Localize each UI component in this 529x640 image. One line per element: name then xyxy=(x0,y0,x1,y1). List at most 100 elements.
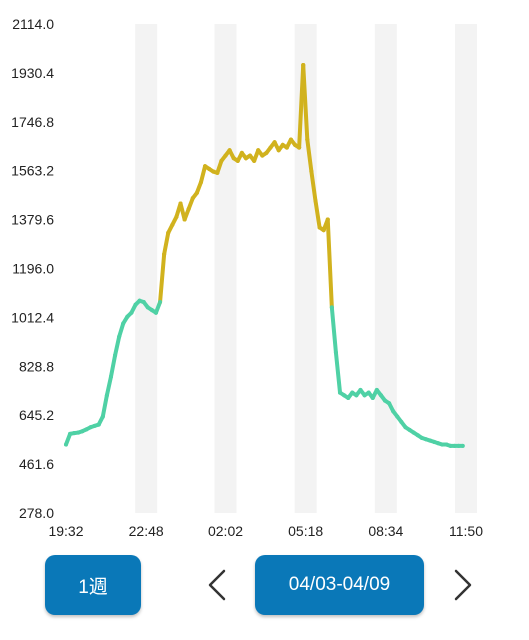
data-point xyxy=(280,142,285,147)
data-point xyxy=(403,425,408,430)
data-point xyxy=(407,427,412,432)
data-point xyxy=(84,427,89,432)
data-point xyxy=(166,230,171,235)
chart-band xyxy=(135,24,158,513)
data-point xyxy=(428,438,433,443)
data-point xyxy=(440,442,445,447)
y-tick-label: 1379.6 xyxy=(11,212,54,228)
y-tick-label: 645.2 xyxy=(19,407,54,423)
data-point xyxy=(96,422,101,427)
chevron-left-icon[interactable] xyxy=(204,568,230,602)
period-button[interactable]: 1週 xyxy=(45,555,141,615)
series-segment xyxy=(100,393,109,419)
data-point xyxy=(145,305,150,310)
data-point xyxy=(72,431,77,436)
x-tick-label: 08:34 xyxy=(368,523,403,539)
y-tick-label: 828.8 xyxy=(19,358,54,374)
data-point xyxy=(141,300,146,305)
data-point xyxy=(219,158,224,163)
data-point xyxy=(239,150,244,155)
data-point xyxy=(174,214,179,219)
y-axis-ticks: 2114.0 1930.4 1746.8 1563.2 1379.6 1196.0 1012… xyxy=(11,16,54,521)
data-point xyxy=(387,401,392,406)
x-tick-label: 11:50 xyxy=(449,523,483,539)
data-point xyxy=(333,350,338,355)
x-tick-label: 05:18 xyxy=(288,523,323,539)
series-segment xyxy=(325,217,334,310)
data-point xyxy=(182,217,187,222)
data-point xyxy=(76,430,81,435)
data-point xyxy=(317,225,322,230)
data-point xyxy=(162,252,167,257)
data-point xyxy=(121,321,126,326)
chart-band xyxy=(374,24,397,513)
date-range-button[interactable]: 04/03-04/09 xyxy=(255,555,424,615)
data-point xyxy=(223,153,228,158)
data-point xyxy=(444,442,449,447)
x-tick-label: 02:02 xyxy=(208,523,243,539)
data-point xyxy=(264,150,269,155)
data-point xyxy=(68,431,73,436)
data-point xyxy=(383,398,388,403)
y-tick-label: 278.0 xyxy=(19,505,54,521)
data-point xyxy=(129,310,134,315)
data-point xyxy=(419,435,424,440)
data-point xyxy=(338,390,343,395)
series-segment xyxy=(162,230,171,257)
y-tick-label: 461.6 xyxy=(19,456,54,472)
data-point xyxy=(346,395,351,400)
data-point xyxy=(305,137,310,142)
data-point xyxy=(350,390,355,395)
data-point xyxy=(329,305,334,310)
chart-series xyxy=(64,63,465,448)
series-segment xyxy=(301,63,310,142)
data-point xyxy=(399,419,404,424)
y-tick-label: 1746.8 xyxy=(11,114,54,130)
data-point xyxy=(186,206,191,211)
data-point xyxy=(235,158,240,163)
date-range-label: 04/03-04/09 xyxy=(288,574,391,595)
data-point xyxy=(358,387,363,392)
data-point xyxy=(248,153,253,158)
chart-bands xyxy=(135,24,477,513)
series-segment xyxy=(215,158,224,175)
data-point xyxy=(276,148,281,153)
data-point xyxy=(137,298,142,303)
series-segment xyxy=(333,350,343,395)
data-point xyxy=(207,166,212,171)
data-point xyxy=(354,393,359,398)
x-tick-label: 22:48 xyxy=(129,523,164,539)
data-point xyxy=(170,222,175,227)
data-point xyxy=(460,443,465,448)
chevron-right-icon[interactable] xyxy=(450,568,476,602)
data-point xyxy=(113,353,118,358)
data-point xyxy=(92,423,97,428)
data-point xyxy=(80,429,85,434)
data-point xyxy=(452,443,457,448)
data-point xyxy=(256,148,261,153)
series-segment xyxy=(198,164,208,185)
y-tick-label: 2114.0 xyxy=(12,16,54,32)
data-point xyxy=(133,302,138,307)
data-point xyxy=(456,443,461,448)
data-point xyxy=(243,156,248,161)
chart-band xyxy=(455,24,477,513)
data-point xyxy=(149,308,154,313)
data-point xyxy=(284,145,289,150)
data-point xyxy=(436,441,441,446)
data-point xyxy=(203,164,208,169)
y-tick-label: 1012.4 xyxy=(11,309,54,325)
series-segment xyxy=(309,169,318,203)
data-point xyxy=(301,63,306,68)
y-tick-label: 1563.2 xyxy=(11,163,54,179)
data-point xyxy=(293,142,298,147)
data-point xyxy=(153,310,158,315)
y-tick-label: 1196.0 xyxy=(12,261,54,277)
data-point xyxy=(321,228,326,233)
data-point xyxy=(309,169,314,174)
data-point xyxy=(362,393,367,398)
data-point xyxy=(215,170,220,175)
series-segment xyxy=(104,374,113,398)
chart-band xyxy=(214,24,237,513)
series-segment xyxy=(113,334,122,358)
